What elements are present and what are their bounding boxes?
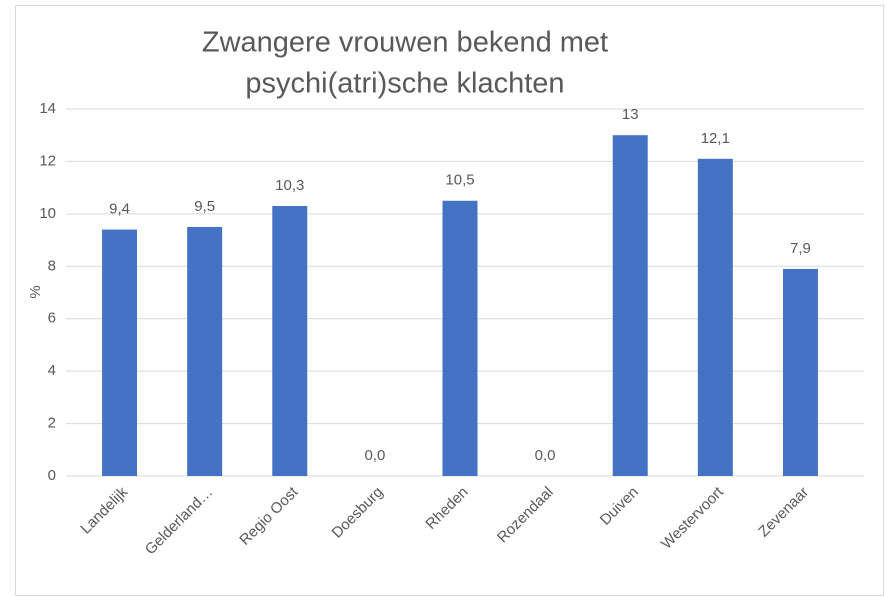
bar [442, 200, 478, 476]
data-label: 7,9 [790, 240, 811, 257]
y-tick-label: 12 [39, 152, 56, 169]
data-label: 12,1 [701, 130, 730, 147]
y-tick-label: 8 [48, 257, 56, 274]
data-label: 13 [622, 106, 639, 123]
bar [102, 229, 138, 476]
chart-title: psychi(atri)sche klachten [245, 68, 564, 100]
y-tick-label: 4 [48, 362, 56, 379]
data-label: 0,0 [535, 447, 556, 464]
bar [272, 205, 308, 476]
data-label: 10,3 [275, 177, 304, 194]
data-label: 9,4 [109, 201, 130, 218]
y-axis-label: % [27, 285, 44, 298]
y-tick-label: 10 [39, 205, 56, 222]
y-tick-label: 14 [39, 100, 56, 117]
data-label: 0,0 [364, 447, 385, 464]
y-tick-label: 6 [48, 310, 56, 327]
y-tick-label: 0 [48, 467, 56, 484]
bar [697, 158, 733, 477]
chart-title: Zwangere vrouwen bekend met [202, 27, 608, 59]
data-label: 9,5 [194, 198, 215, 215]
bar [782, 268, 818, 476]
data-label: 10,5 [445, 172, 474, 189]
bar [612, 135, 648, 476]
bar [187, 226, 223, 476]
y-tick-label: 2 [48, 415, 56, 432]
